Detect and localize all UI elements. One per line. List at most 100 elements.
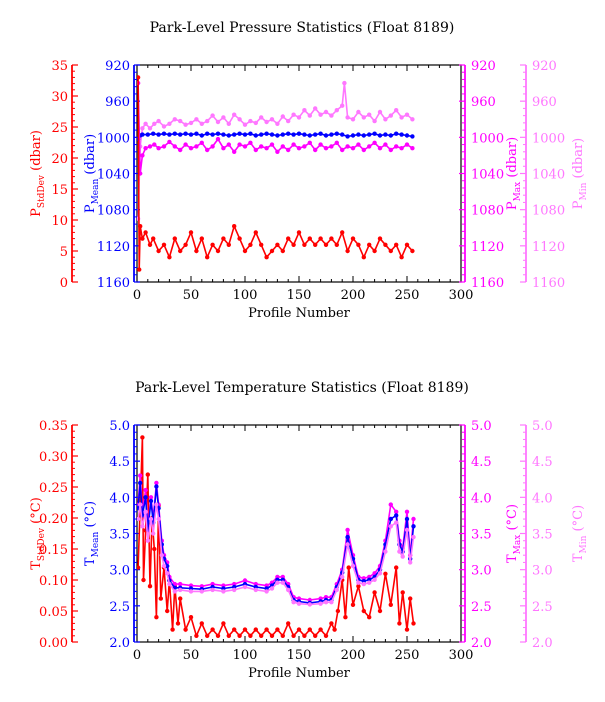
y-tick-label: 1080 (471, 204, 504, 219)
data-point-stddev (302, 633, 307, 638)
data-point-mean (143, 495, 148, 500)
data-point-mean (302, 132, 307, 137)
x-tick-label: 200 (341, 288, 366, 303)
data-point-min (259, 115, 264, 120)
data-point-stddev (383, 242, 388, 247)
series-min (137, 502, 416, 607)
data-point-stddev (286, 236, 291, 241)
chart-title: Park-Level Temperature Statistics (Float… (135, 380, 469, 396)
data-point-stddev (253, 230, 258, 235)
data-point-stddev (215, 633, 221, 638)
y-tick-label: 960 (105, 95, 130, 110)
data-point-min (291, 112, 296, 117)
data-point-max (361, 147, 366, 153)
chart-panel-1: Park-Level Temperature Statistics (Float… (29, 380, 589, 681)
data-point-max (199, 140, 204, 145)
data-point-min (361, 115, 366, 120)
data-point-min (394, 108, 399, 113)
data-point-stddev (237, 633, 242, 638)
data-point-stddev (147, 584, 153, 589)
data-point-mean (307, 133, 312, 138)
data-point-stddev (397, 621, 402, 626)
data-point-stddev (411, 621, 416, 626)
data-point-max (194, 144, 199, 149)
data-point-stddev (367, 242, 372, 247)
data-point-max (188, 146, 194, 151)
data-point-min (340, 574, 345, 580)
data-point-mean (264, 131, 269, 136)
y-tick-label: 1040 (532, 168, 565, 183)
data-point-stddev (269, 248, 275, 254)
data-point-mean (329, 132, 334, 137)
data-point-min (242, 122, 248, 127)
data-point-min (345, 542, 350, 547)
y-tick-label: 2.5 (109, 600, 130, 615)
data-point-mean (183, 131, 188, 136)
data-point-stddev (205, 633, 210, 638)
data-point-min (404, 527, 410, 533)
data-point-min (350, 563, 356, 569)
data-point-mean (296, 131, 302, 136)
data-point-max (404, 509, 410, 514)
data-point-min (232, 587, 237, 593)
y-tick-label: 1000 (532, 131, 565, 146)
y-axis-mean: 2.0 2.5 3.0 3.5 4.0 4.5 5.0 TMean (°C) (83, 419, 140, 651)
data-point-stddev (388, 248, 393, 254)
data-point-max (140, 153, 145, 158)
y-tick-label: 0.25 (39, 481, 68, 496)
data-point-min (172, 117, 177, 122)
data-point-min (400, 554, 405, 559)
data-point-mean (388, 133, 393, 138)
data-point-min (296, 115, 302, 120)
data-point-stddev (323, 633, 329, 638)
data-point-max (323, 146, 329, 151)
data-point-stddev (394, 565, 399, 570)
data-point-min (145, 538, 150, 543)
y-axis-label-stddev: TStdDev (°C) (29, 497, 47, 570)
data-point-min (138, 502, 143, 507)
data-point-min (356, 580, 361, 585)
data-point-min (410, 117, 415, 122)
data-point-max (275, 149, 280, 154)
data-point-stddev (170, 627, 175, 632)
data-point-max (383, 142, 388, 147)
data-point-min (307, 602, 312, 607)
data-point-stddev (296, 230, 302, 235)
data-point-min (372, 118, 377, 124)
data-point-min (226, 121, 231, 127)
data-point-stddev (404, 242, 410, 247)
data-point-min (388, 524, 393, 529)
y-axis-label-min: PMin (dbar) (571, 138, 589, 210)
data-point-min (183, 122, 188, 127)
data-point-stddev (161, 242, 167, 247)
data-point-max (280, 144, 285, 149)
data-point-max (156, 146, 161, 151)
data-point-min (286, 587, 291, 593)
data-point-min (188, 120, 194, 126)
data-point-min (334, 108, 339, 113)
y-tick-label: 15 (51, 183, 68, 198)
data-point-stddev (307, 627, 312, 632)
data-point-stddev (137, 75, 141, 80)
y-tick-label: 0 (60, 276, 68, 291)
data-point-stddev (394, 242, 399, 247)
data-point-stddev (138, 224, 143, 229)
data-point-max (334, 140, 339, 145)
y-tick-label: 0.15 (39, 543, 68, 558)
data-point-stddev (137, 267, 142, 272)
data-point-stddev (175, 621, 181, 626)
data-point-max (329, 144, 334, 149)
data-point-stddev (302, 242, 307, 247)
data-point-min (205, 118, 210, 124)
y-tick-label: 1160 (97, 276, 130, 291)
data-point-stddev (152, 546, 157, 552)
y-tick-label: 2.0 (109, 636, 130, 651)
data-point-stddev (296, 627, 302, 632)
data-point-stddev (232, 224, 237, 229)
data-point-mean (404, 516, 410, 522)
y-tick-label: 920 (471, 59, 496, 74)
data-point-max (205, 147, 210, 153)
data-point-stddev (340, 230, 345, 235)
data-point-stddev (141, 577, 146, 583)
y-axis-stddev: 0.00 0.05 0.10 0.15 0.20 0.25 0.30 0.35 TStdDev … (29, 419, 78, 651)
